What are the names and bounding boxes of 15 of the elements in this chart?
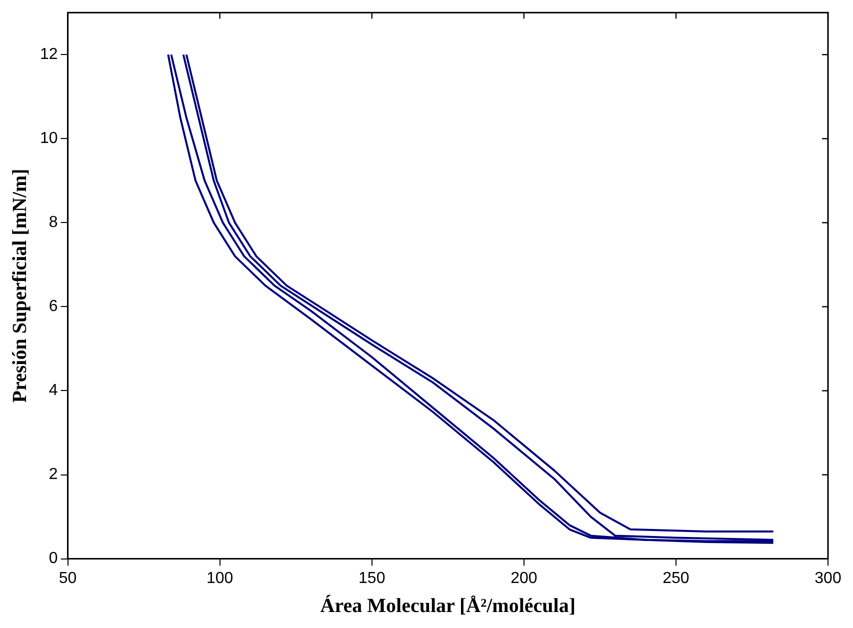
y-tick-label: 8 (48, 214, 58, 232)
y-tick-label: 2 (48, 466, 58, 484)
y-tick-label: 0 (48, 550, 58, 568)
y-tick-label: 4 (48, 382, 58, 400)
x-tick-label: 300 (814, 570, 842, 587)
x-tick-label: 150 (358, 570, 386, 587)
y-tick-label: 10 (40, 130, 58, 148)
x-tick-label: 250 (662, 570, 690, 587)
x-tick-label: 200 (510, 570, 538, 587)
y-axis-title: Presión Superficial [mN/m] (9, 168, 32, 403)
x-tick-label: 50 (58, 570, 77, 587)
y-tick-label: 12 (40, 46, 58, 64)
y-tick-label: 6 (48, 298, 58, 316)
x-tick-label: 100 (206, 570, 234, 587)
x-axis-title: Área Molecular [Å²/molécula] (320, 594, 576, 618)
